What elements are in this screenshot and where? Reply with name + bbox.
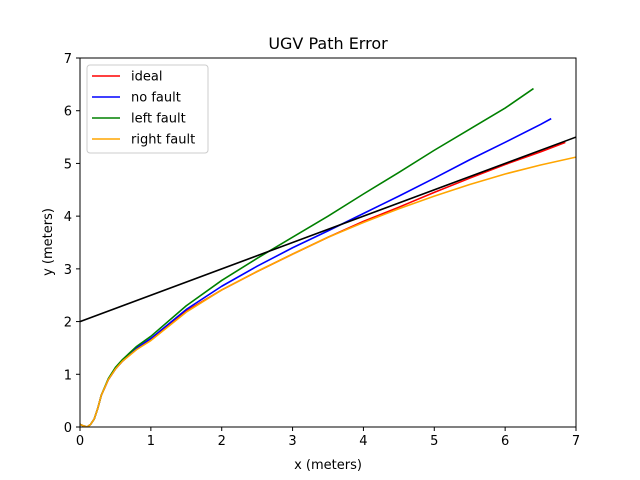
series-line-right-fault	[80, 156, 576, 427]
x-tick-label: 1	[147, 434, 155, 449]
legend: ideal no fault left fault right fault	[86, 64, 209, 154]
legend-box	[86, 64, 209, 154]
y-axis-label: y (meters)	[41, 208, 56, 276]
x-tick-label: 3	[288, 434, 296, 449]
x-tick-label: 2	[218, 434, 226, 449]
y-tick-label: 3	[64, 263, 72, 278]
x-tick-label: 5	[430, 434, 438, 449]
y-tick-label: 6	[64, 105, 72, 120]
x-tick-label: 7	[572, 434, 580, 449]
y-tick-label: 1	[64, 368, 72, 383]
y-tick-label: 0	[64, 421, 72, 436]
x-axis-label: x (meters)	[294, 458, 362, 473]
y-tick-label: 7	[64, 52, 72, 67]
reference-line	[80, 136, 576, 323]
chart-title: UGV Path Error	[268, 34, 388, 53]
x-tick-label: 4	[359, 434, 367, 449]
legend-label-left-fault: left fault	[131, 112, 186, 127]
legend-label-ideal: ideal	[131, 70, 162, 85]
y-tick-label: 5	[64, 157, 72, 172]
y-tick-label: 4	[64, 210, 72, 225]
x-tick-label: 0	[76, 434, 84, 449]
legend-label-right-fault: right fault	[131, 133, 195, 148]
plot-frame	[79, 57, 577, 428]
y-tick-label: 2	[64, 316, 72, 331]
x-tick-label: 6	[501, 434, 509, 449]
legend-label-no-fault: no fault	[131, 91, 181, 106]
